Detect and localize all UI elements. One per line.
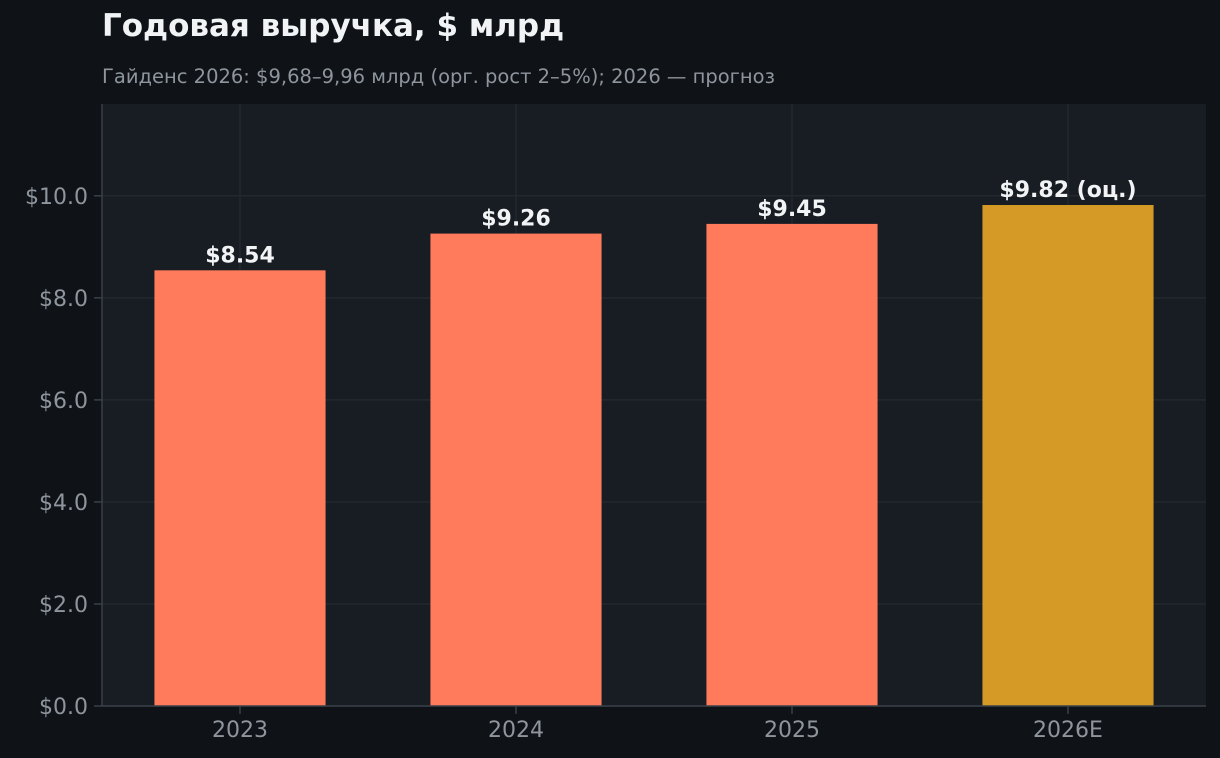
bar-value-label: $9.82 (оц.) — [999, 178, 1136, 203]
bar-value-label: $8.54 — [205, 243, 275, 268]
chart-title: Годовая выручка, $ млрд — [102, 8, 565, 44]
revenue-bar — [706, 223, 878, 706]
y-tick-label: $4.0 — [39, 491, 88, 516]
x-tick-label: 2025 — [764, 718, 820, 743]
revenue-bar — [430, 233, 602, 706]
chart-subtitle: Гайденс 2026: $9,68–9,96 млрд (орг. рост… — [102, 65, 775, 88]
y-tick-label: $8.0 — [39, 287, 88, 312]
y-tick-label: $10.0 — [25, 185, 88, 210]
y-tick-label: $6.0 — [39, 389, 88, 414]
x-tick-label: 2026E — [1033, 718, 1103, 743]
bar-value-label: $9.45 — [757, 197, 827, 222]
revenue-bar — [154, 270, 326, 706]
x-tick-label: 2024 — [488, 718, 544, 743]
y-tick-label: $0.0 — [39, 695, 88, 720]
forecast-bar — [982, 205, 1154, 707]
bar-value-label: $9.26 — [481, 207, 551, 232]
y-tick-label: $2.0 — [39, 593, 88, 618]
x-tick-label: 2023 — [212, 718, 268, 743]
